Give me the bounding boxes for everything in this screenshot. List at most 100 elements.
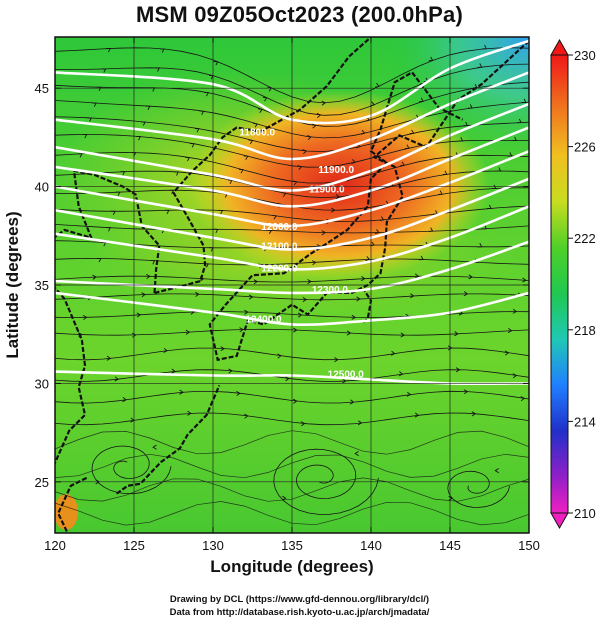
- wind-arrow: [213, 228, 219, 234]
- wind-arrow: [131, 332, 137, 338]
- wind-arrow: [150, 87, 156, 92]
- contour-labels: 11800.0 11900.0 11900.0 12000.0 12100.0 12200…: [239, 127, 364, 380]
- colorbar-bar: [550, 54, 569, 514]
- wind-arrow: [398, 371, 404, 377]
- wind-arrow: [292, 180, 298, 186]
- x-tick-label: 145: [439, 538, 461, 553]
- wind-arrow: [92, 274, 97, 280]
- wind-arrow: [195, 291, 200, 297]
- x-tick-label: 130: [202, 538, 224, 553]
- wind-arrow: [351, 314, 357, 320]
- height-contour-line: [55, 177, 529, 251]
- colorbar-tick-label: 222: [574, 231, 596, 246]
- wind-arrow: [185, 329, 191, 335]
- wind-arrow: [145, 105, 151, 111]
- wind-arrow: [517, 118, 522, 124]
- wind-arrow: [504, 350, 510, 356]
- wind-arrow: [360, 276, 366, 282]
- wind-arrow: [491, 184, 497, 190]
- wind-arrow: [370, 101, 376, 107]
- wind-arrow: [238, 168, 244, 174]
- wind-arrow: [428, 227, 434, 232]
- y-tick-label: 35: [35, 278, 49, 293]
- wind-arrow: [400, 161, 405, 167]
- contour-label: 12500.0: [328, 370, 365, 381]
- warm-spot: [55, 494, 78, 530]
- wind-arrow: [236, 391, 241, 397]
- wind-arrow: [297, 312, 303, 318]
- y-axis: 25 30 35 40 45: [35, 81, 529, 490]
- colorbar: 230 226 222 218 214 210: [550, 38, 596, 530]
- plot-area: 11800.0 11900.0 11900.0 12000.0 12100.0 12200…: [55, 37, 529, 533]
- wind-arrow: [442, 170, 448, 175]
- wind-arrow: [152, 444, 157, 450]
- wind-arrow: [262, 96, 268, 102]
- wind-arrow: [404, 144, 410, 150]
- wind-arrow: [477, 63, 483, 68]
- wind-arrow: [379, 216, 385, 221]
- wind-arrow: [346, 330, 352, 336]
- wind-arrow: [131, 152, 137, 157]
- contour-label: 12400.0: [245, 314, 282, 325]
- wind-arrow: [272, 214, 277, 220]
- wind-arrow: [185, 156, 191, 162]
- colorbar-tick-label: 218: [574, 323, 596, 338]
- wind-arrow: [522, 277, 527, 283]
- wind-arrow: [455, 367, 461, 373]
- wind-arrow: [164, 209, 170, 215]
- wind-arrow: [507, 327, 513, 333]
- colorbar-tick-label: 226: [574, 140, 596, 155]
- wind-arrow: [160, 48, 165, 53]
- wind-arrow: [302, 149, 308, 155]
- wind-arrow: [146, 274, 151, 280]
- wind-arrow: [354, 451, 359, 457]
- y-tick-label: 45: [35, 81, 49, 96]
- wind-arrow: [218, 209, 224, 215]
- colorbar-tick-label: 210: [574, 506, 596, 521]
- wind-arrow: [521, 98, 527, 103]
- chart-title: MSM 09Z05Oct2023 (200.0hPa): [136, 2, 463, 27]
- wind-arrow: [96, 86, 102, 92]
- wind-arrow: [243, 155, 249, 160]
- height-contour-line: [55, 291, 529, 326]
- wind-arrow: [307, 279, 312, 285]
- wind-arrow: [227, 179, 233, 185]
- colorbar-bottom-triangle: [550, 512, 569, 530]
- contour-label: 12200.0: [261, 263, 298, 274]
- contour-label: 11800.0: [239, 127, 275, 138]
- credit-drawing: Drawing by DCL (https://www.gfd-dennou.o…: [169, 594, 430, 605]
- wind-arrow: [335, 194, 341, 200]
- wind-arrow: [428, 56, 434, 62]
- wind-arrow: [351, 159, 357, 165]
- colorbar-tick-label: 230: [574, 48, 596, 63]
- wind-arrow: [487, 204, 492, 209]
- wind-arrow: [482, 44, 488, 50]
- wind-arrow: [115, 191, 121, 196]
- wind-arrow: [120, 171, 126, 176]
- wind-arrow: [463, 389, 469, 395]
- cold-corner: [380, 37, 529, 157]
- wind-arrow: [311, 260, 317, 266]
- wind-arrow: [507, 152, 513, 157]
- x-tick-label: 125: [123, 538, 145, 553]
- wind-arrow: [136, 136, 142, 141]
- wind-arrow: [454, 331, 459, 337]
- wind-arrow: [321, 100, 327, 106]
- wind-arrow: [374, 229, 380, 234]
- height-contour-line: [55, 205, 529, 271]
- wind-arrow: [257, 108, 263, 113]
- height-contour-line: [55, 126, 529, 208]
- wind-arrow: [419, 97, 424, 103]
- wind-arrow: [282, 495, 287, 501]
- wind-arrow: [199, 110, 205, 116]
- wind-arrow: [494, 468, 499, 474]
- colorbar-tick-label: 214: [574, 414, 596, 429]
- wind-arrow: [285, 376, 290, 382]
- wind-arrow: [87, 117, 93, 122]
- wind-arrow: [114, 376, 120, 382]
- wind-arrow: [357, 420, 363, 426]
- wind-arrow: [244, 309, 249, 315]
- wind-arrow: [463, 121, 469, 127]
- wind-arrow: [82, 133, 88, 139]
